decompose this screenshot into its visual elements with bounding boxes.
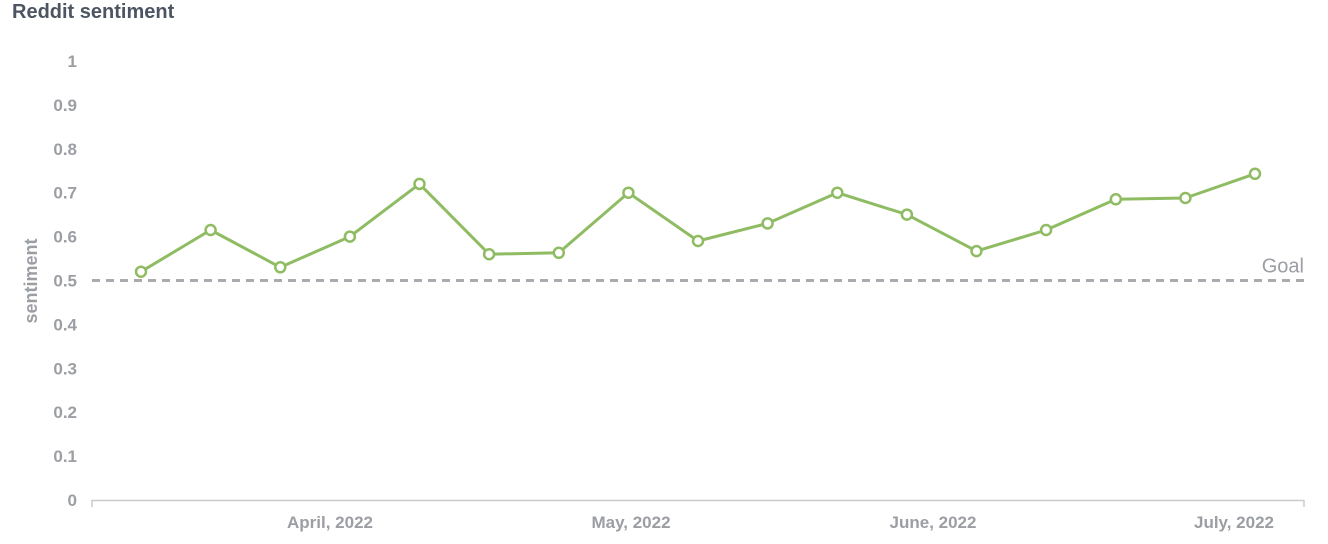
- y-tick-label: 0.7: [53, 184, 77, 203]
- y-axis-title: sentiment: [21, 238, 41, 323]
- data-point[interactable]: [1179, 191, 1192, 205]
- data-point[interactable]: [1039, 223, 1053, 237]
- x-axis-tick-marks: [91, 500, 1305, 507]
- data-point[interactable]: [970, 244, 983, 258]
- data-point[interactable]: [343, 230, 357, 243]
- y-tick-label: 0.3: [53, 359, 77, 378]
- data-point[interactable]: [900, 208, 914, 221]
- y-axis-ticks: 0 0.1 0.2 0.3 0.4 0.5 0.6 0.7 0.8 0.9 1: [53, 52, 77, 510]
- data-point[interactable]: [134, 265, 148, 278]
- y-tick-label: 0: [68, 491, 77, 510]
- y-tick-label: 0.5: [53, 272, 77, 291]
- data-point[interactable]: [482, 247, 496, 261]
- data-point[interactable]: [204, 223, 217, 237]
- goal-label: Goal: [1262, 256, 1304, 278]
- data-point[interactable]: [274, 261, 287, 274]
- series-line: [140, 172, 1256, 273]
- y-tick-label: 1: [68, 52, 77, 71]
- x-tick-label: May, 2022: [591, 513, 670, 532]
- series-layer: [134, 167, 1262, 278]
- y-tick-label: 0.6: [53, 228, 77, 247]
- y-tick-label: 0.9: [53, 96, 77, 115]
- data-point[interactable]: [1248, 167, 1262, 181]
- x-tick-label: April, 2022: [287, 513, 373, 532]
- y-tick-label: 0.4: [53, 315, 77, 334]
- chart-title: Reddit sentiment: [12, 1, 175, 23]
- y-tick-label: 0.8: [53, 140, 77, 159]
- data-point[interactable]: [761, 217, 774, 230]
- data-point[interactable]: [691, 234, 705, 248]
- x-tick-label: July, 2022: [1194, 513, 1274, 532]
- data-point[interactable]: [1109, 193, 1123, 206]
- y-tick-label: 0.1: [53, 447, 77, 466]
- x-axis-labels: April, 2022 May, 2022 June, 2022 July, 2022: [287, 513, 1274, 532]
- x-tick-label: June, 2022: [890, 513, 977, 532]
- data-point[interactable]: [622, 186, 635, 199]
- data-point[interactable]: [413, 177, 426, 191]
- y-tick-label: 0.2: [53, 403, 77, 422]
- data-point[interactable]: [552, 246, 566, 260]
- data-point[interactable]: [831, 186, 844, 199]
